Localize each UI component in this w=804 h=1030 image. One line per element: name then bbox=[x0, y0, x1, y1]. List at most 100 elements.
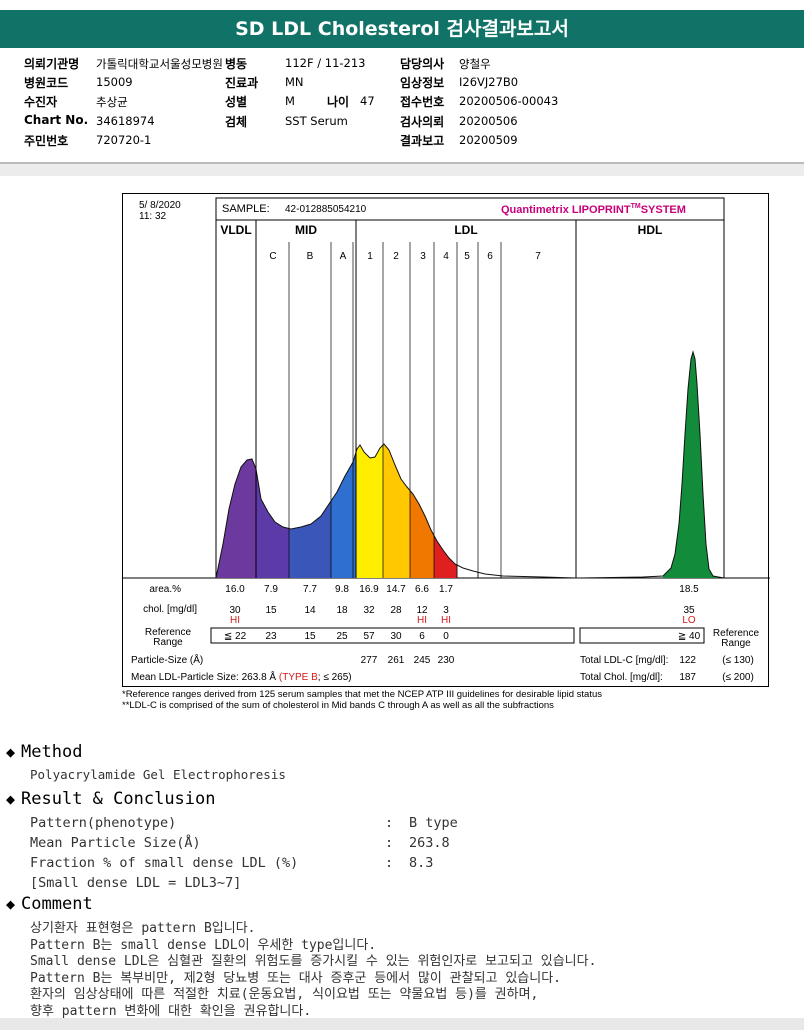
area-value: 1.7 bbox=[439, 584, 453, 595]
chol-value: 12 bbox=[416, 605, 428, 616]
total-ref: (≤ 200) bbox=[722, 672, 754, 683]
particle-size-value: 277 bbox=[361, 655, 378, 666]
fraction-fill-c bbox=[256, 469, 289, 578]
fraction-fill-b bbox=[289, 501, 331, 578]
result-label: Mean Particle Size(Å) bbox=[30, 835, 201, 851]
area-value: 18.5 bbox=[679, 584, 699, 595]
row-label-ref1: Reference bbox=[145, 627, 192, 638]
fraction-fill-vldl bbox=[216, 459, 256, 578]
chart-date: 5/ 8/2020 bbox=[139, 200, 181, 211]
patient-value: 20200506-00043 bbox=[459, 94, 559, 108]
chol-value: 15 bbox=[265, 605, 277, 616]
total-value: 122 bbox=[679, 655, 696, 666]
row-label-area: area.% bbox=[149, 584, 181, 595]
band-label-C: C bbox=[269, 251, 276, 262]
chol-value: 18 bbox=[336, 605, 348, 616]
total-value: 187 bbox=[679, 672, 696, 683]
fraction-fill-a bbox=[331, 452, 356, 578]
footnotes: *Reference ranges derived from 125 serum… bbox=[122, 689, 602, 711]
hdl-ref-box bbox=[579, 627, 705, 644]
ref-value: 23 bbox=[265, 631, 277, 642]
group-label-ldl: LDL bbox=[454, 223, 477, 237]
flag-value: HI bbox=[441, 615, 451, 626]
footnote-1: *Reference ranges derived from 125 serum… bbox=[122, 689, 602, 700]
comment-line: Small dense LDL은 심혈관 질환의 위험도를 증가시킬 수 있는 … bbox=[30, 954, 597, 970]
result-label: Pattern(phenotype) bbox=[30, 815, 177, 831]
band-label-6: 6 bbox=[487, 251, 493, 262]
particle-size-value: 230 bbox=[438, 655, 455, 666]
comment-heading-text: Comment bbox=[21, 894, 93, 914]
lipoprint-chart: SAMPLE: 42-012885054210 Quantimetrix LIPOP… bbox=[122, 193, 770, 687]
footer-shade bbox=[0, 1018, 804, 1030]
patient-value: 720720-1 bbox=[96, 133, 152, 147]
ref-value: 57 bbox=[363, 631, 375, 642]
ref-value: ≦ 22 bbox=[224, 631, 247, 642]
band-label-4: 4 bbox=[443, 251, 449, 262]
area-value: 7.9 bbox=[264, 584, 278, 595]
patient-value: 양철우 bbox=[459, 57, 491, 71]
area-value: 9.8 bbox=[335, 584, 349, 595]
patient-label: 진료과 bbox=[225, 76, 259, 90]
comment-heading: ◆ Comment bbox=[6, 894, 93, 914]
result-value: B type bbox=[409, 815, 458, 831]
result-value: 8.3 bbox=[409, 855, 434, 871]
comment-line: Pattern B는 small dense LDL이 우세한 type입니다. bbox=[30, 937, 377, 953]
patient-label: 수진자 bbox=[24, 95, 58, 109]
patient-info: 의뢰기관명 가톨릭대학교서울성모병원 병동 112F / 11-213 담당의사 양철우 병… bbox=[0, 50, 804, 154]
patient-value: 추상균 bbox=[96, 95, 128, 109]
ref-value: 6 bbox=[419, 631, 425, 642]
comment-line: Pattern B는 복부비만, 제2형 당뇨병 또는 대사 증후군 등에서 많… bbox=[30, 970, 561, 986]
chart-time: 11: 32 bbox=[139, 211, 167, 222]
ref-value: 25 bbox=[336, 631, 348, 642]
sample-id: 42-012885054210 bbox=[285, 204, 367, 215]
ref-value: 0 bbox=[443, 631, 449, 642]
fraction-fill-hdl bbox=[663, 352, 718, 578]
patient-value: I26VJ27B0 bbox=[459, 75, 519, 89]
ref-value: 15 bbox=[304, 631, 316, 642]
comment-line: 환자의 임상상태에 따른 적절한 치료(운동요법, 식이요법 또는 약물요법 등… bbox=[30, 987, 539, 1003]
patient-value: MN bbox=[285, 75, 304, 89]
fraction-fill-3 bbox=[410, 490, 434, 578]
total-ref: (≤ 130) bbox=[722, 655, 754, 666]
chol-value: 30 bbox=[229, 605, 241, 616]
total-label: Total Chol. [mg/dl]: bbox=[580, 672, 663, 683]
age-label: 나이 bbox=[327, 95, 350, 109]
chol-value: 32 bbox=[363, 605, 375, 616]
patient-label: 임상정보 bbox=[400, 76, 445, 90]
footnote-2: **LDL-C is comprised of the sum of chole… bbox=[122, 700, 554, 711]
header-shade bbox=[0, 164, 804, 176]
area-value: 6.6 bbox=[415, 584, 429, 595]
patient-value: 15009 bbox=[96, 75, 133, 89]
patient-value: 가톨릭대학교서울성모병원 bbox=[96, 57, 223, 71]
particle-size-label: Particle-Size (Å) bbox=[131, 653, 203, 666]
result-heading-text: Result & Conclusion bbox=[21, 789, 216, 809]
area-value: 7.7 bbox=[303, 584, 317, 595]
diamond-bullet-icon: ◆ bbox=[6, 790, 16, 808]
diamond-bullet-icon: ◆ bbox=[6, 895, 16, 913]
age-value: 47 bbox=[360, 94, 375, 108]
particle-size-value: 245 bbox=[414, 655, 431, 666]
patient-label: 병원코드 bbox=[24, 76, 69, 90]
band-label-A: A bbox=[340, 251, 347, 262]
comment-line: 향후 pattern 변화에 대한 확인을 권유합니다. bbox=[30, 1004, 312, 1019]
group-label-mid: MID bbox=[295, 223, 317, 237]
small-dense-note: [Small dense LDL = LDL3~7] bbox=[30, 875, 242, 891]
chol-value: 35 bbox=[683, 605, 695, 616]
diamond-bullet-icon: ◆ bbox=[6, 743, 16, 761]
area-value: 16.0 bbox=[225, 584, 245, 595]
ref-side-label-1: Reference bbox=[713, 628, 760, 639]
row-label-chol: chol. [mg/dl] bbox=[143, 604, 197, 615]
flag-value: HI bbox=[417, 615, 427, 626]
ref-value: ≧ 40 bbox=[678, 631, 701, 642]
area-value: 16.9 bbox=[359, 584, 379, 595]
report-title: SD LDL Cholesterol 검사결과보고서 bbox=[0, 10, 804, 48]
sample-label: SAMPLE: bbox=[222, 203, 270, 215]
band-label-1: 1 bbox=[367, 251, 373, 262]
patient-label: 성별 bbox=[225, 95, 248, 109]
chart-datetime: 5/ 8/2020 11: 32 bbox=[139, 200, 181, 222]
area-value: 14.7 bbox=[386, 584, 406, 595]
band-label-7: 7 bbox=[535, 251, 541, 262]
patient-value: M bbox=[285, 94, 295, 108]
result-heading: ◆ Result & Conclusion bbox=[6, 789, 216, 809]
patient-value: 112F / 11-213 bbox=[285, 56, 366, 70]
